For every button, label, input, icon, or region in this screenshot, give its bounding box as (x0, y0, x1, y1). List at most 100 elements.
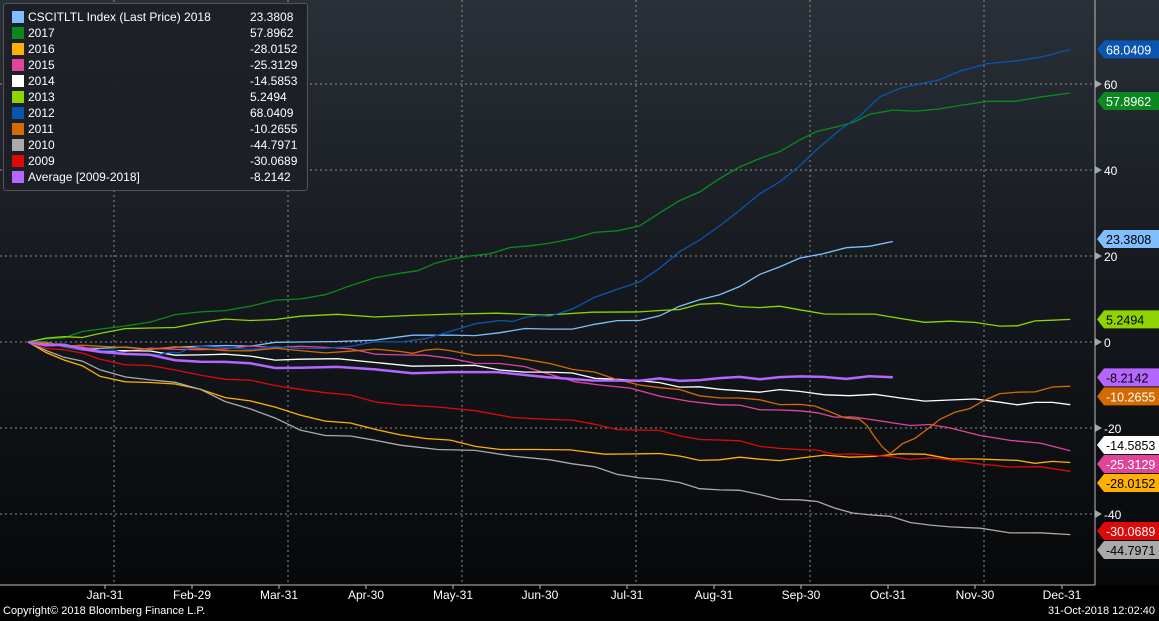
x-tick-label: Feb-29 (173, 588, 211, 602)
legend-label: CSCITLTL Index (Last Price) 2018 (28, 10, 211, 24)
last-value-tag-4: -14.5853 (1097, 436, 1159, 454)
series-line-2 (27, 341, 1071, 464)
last-value-tag-bg (1097, 230, 1159, 248)
last-value-tag-5: 5.2494 (1097, 310, 1159, 329)
legend-label: 2012 (28, 106, 55, 120)
legend-swatch (12, 75, 24, 87)
last-value-tag-label: -10.2655 (1106, 390, 1155, 404)
last-value-tag-label: 57.8962 (1106, 95, 1151, 109)
last-value-tag-0: 23.3808 (1097, 230, 1159, 248)
legend-entry: 2011 -10.2655 (12, 121, 297, 137)
legend-swatch (12, 139, 24, 151)
legend-value: -14.5853 (250, 74, 298, 88)
x-tick-label: Dec-31 (1043, 588, 1082, 602)
legend-label: 2015 (28, 58, 55, 72)
y-tick-label: -20 (1104, 422, 1122, 436)
y-tick-mark (1095, 80, 1102, 88)
legend-swatch (12, 107, 24, 119)
legend-swatch (12, 171, 24, 183)
legend-value: -25.3129 (250, 58, 298, 72)
series-line-7 (27, 341, 1071, 455)
legend-swatch (12, 123, 24, 135)
legend-value: -30.0689 (250, 154, 298, 168)
last-value-tag-6: 68.0409 (1097, 40, 1159, 59)
legend-swatch (12, 59, 24, 71)
x-tick-label: Aug-31 (695, 588, 734, 602)
series-line-9 (27, 341, 1071, 472)
legend-entry: 2010 -44.7971 (12, 137, 297, 153)
legend-value: -10.2655 (250, 122, 298, 136)
y-tick-mark (1095, 510, 1102, 518)
legend-value: -8.2142 (250, 170, 291, 184)
last-value-tag-label: -30.0689 (1106, 525, 1155, 539)
legend-value: -44.7971 (250, 138, 298, 152)
last-value-tag-label: 23.3808 (1106, 233, 1151, 247)
x-tick-label: Mar-31 (260, 588, 298, 602)
x-tick-label: Apr-30 (348, 588, 384, 602)
last-value-tag-8: -44.7971 (1097, 541, 1159, 559)
last-value-tag-label: -14.5853 (1106, 439, 1155, 453)
legend-label: 2013 (28, 90, 55, 104)
y-tick-mark (1095, 166, 1102, 174)
y-tick-mark (1095, 424, 1102, 432)
legend-label: 2011 (28, 122, 54, 136)
legend-entry: 2013 5.2494 (12, 89, 297, 105)
last-value-tag-label: -8.2142 (1106, 371, 1148, 385)
last-value-tag-3: -25.3129 (1097, 455, 1159, 473)
y-tick-label: -40 (1104, 508, 1122, 522)
y-tick-label: 60 (1104, 78, 1118, 92)
legend-value: -28.0152 (250, 42, 298, 56)
series-line-10 (27, 340, 893, 383)
last-value-tag-label: -28.0152 (1106, 477, 1155, 491)
y-tick-label: 40 (1104, 164, 1118, 178)
last-value-tag-bg (1097, 541, 1159, 559)
series-line-4 (27, 341, 1071, 406)
last-value-tag-bg (1097, 310, 1159, 329)
x-tick-label: Oct-31 (870, 588, 906, 602)
legend-value: 23.3808 (250, 10, 294, 24)
legend-entry: 2012 68.0409 (12, 105, 297, 121)
last-value-tag-1: 57.8962 (1097, 92, 1159, 110)
legend-label: 2014 (28, 74, 55, 88)
legend-label: Average [2009-2018] (28, 170, 140, 184)
last-value-tag-label: 68.0409 (1106, 43, 1151, 57)
legend-swatch (12, 43, 24, 55)
legend-swatch (12, 27, 24, 39)
last-value-tag-bg (1097, 92, 1159, 110)
y-tick-label: 20 (1104, 250, 1118, 264)
last-value-tag-bg (1097, 368, 1159, 387)
copyright-text: Copyright© 2018 Bloomberg Finance L.P. (3, 605, 206, 617)
last-value-tag-10: -8.2142 (1097, 368, 1159, 387)
last-value-tag-label: -25.3129 (1106, 458, 1155, 472)
legend: CSCITLTL Index (Last Price) 2018 23.3808 2… (3, 3, 309, 191)
x-tick-label: Jul-31 (611, 588, 644, 602)
x-tick-label: Jan-31 (87, 588, 124, 602)
x-tick-label: Jun-30 (522, 588, 559, 602)
legend-label: 2016 (28, 42, 55, 56)
last-value-tag-9: -30.0689 (1097, 522, 1159, 540)
last-value-tag-bg (1097, 474, 1159, 492)
legend-value: 57.8962 (250, 26, 294, 40)
series-line-8 (27, 341, 1071, 536)
legend-swatch (12, 11, 24, 23)
x-tick-label: May-31 (433, 588, 473, 602)
y-tick-mark (1095, 338, 1102, 346)
legend-value: 68.0409 (250, 106, 294, 120)
y-tick-mark (1095, 252, 1102, 260)
legend-entry: 2017 57.8962 (12, 25, 297, 41)
last-value-tag-bg (1097, 40, 1159, 59)
legend-entry: 2014 -14.5853 (12, 73, 297, 89)
series-line-3 (27, 341, 1071, 452)
last-value-tag-label: 5.2494 (1106, 313, 1144, 327)
series-line-6 (27, 48, 1071, 356)
last-value-tag-7: -10.2655 (1097, 387, 1159, 406)
y-tick-label: 0 (1104, 336, 1111, 350)
legend-label: 2009 (28, 154, 55, 168)
legend-entry: 2009 -30.0689 (12, 153, 297, 169)
legend-entry: CSCITLTL Index (Last Price) 2018 23.3808 (12, 9, 297, 25)
legend-swatch (12, 91, 24, 103)
legend-value: 5.2494 (250, 90, 287, 104)
last-value-tag-label: -44.7971 (1106, 544, 1155, 558)
